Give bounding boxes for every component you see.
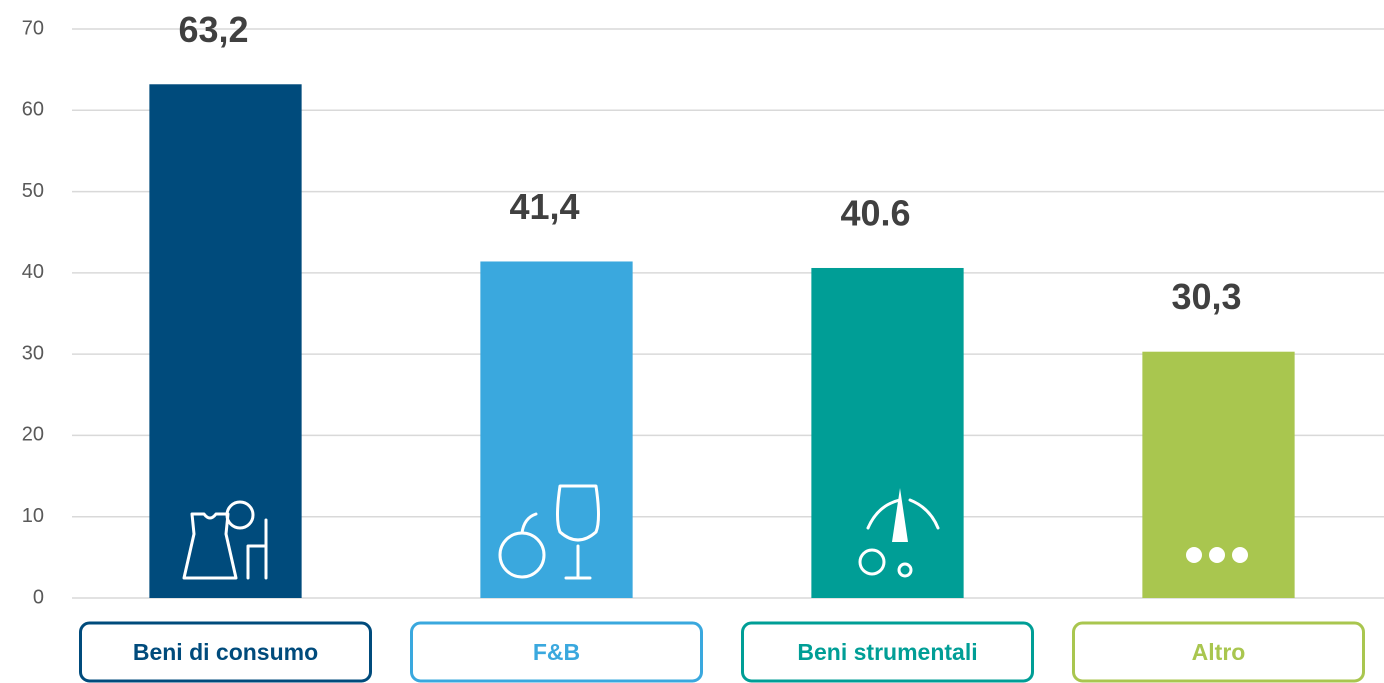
y-tick-label: 50 <box>22 180 44 202</box>
category-box <box>741 621 1034 683</box>
x-tick-label: F&B <box>533 639 580 665</box>
y-tick-label: 30 <box>22 342 44 364</box>
value-label: 30,3 <box>1171 276 1241 317</box>
icon-consumer-goods <box>182 500 268 580</box>
x-tick-label: Beni strumentali <box>797 639 977 665</box>
value-label: 41,4 <box>509 186 579 227</box>
category-box <box>410 621 703 683</box>
value-label: 63,2 <box>178 9 248 50</box>
category-box <box>79 621 372 683</box>
category-box <box>1072 621 1365 683</box>
y-tick-label: 20 <box>22 424 44 446</box>
x-tick-label: Beni di consumo <box>133 639 318 665</box>
y-tick-label: 0 <box>33 586 44 608</box>
y-tick-label: 70 <box>22 17 44 39</box>
bar <box>811 267 964 598</box>
bar <box>480 261 633 598</box>
icon-other <box>1186 547 1248 563</box>
icon-food-beverage <box>498 484 600 580</box>
y-tick-label: 60 <box>22 99 44 121</box>
y-tick-label: 10 <box>22 505 44 527</box>
icons <box>182 484 1248 580</box>
icon-capital-goods <box>858 488 940 578</box>
bar <box>149 84 302 598</box>
y-tick-label: 40 <box>22 261 44 283</box>
x-tick-label: Altro <box>1192 639 1246 665</box>
value-label: 40.6 <box>840 192 910 233</box>
